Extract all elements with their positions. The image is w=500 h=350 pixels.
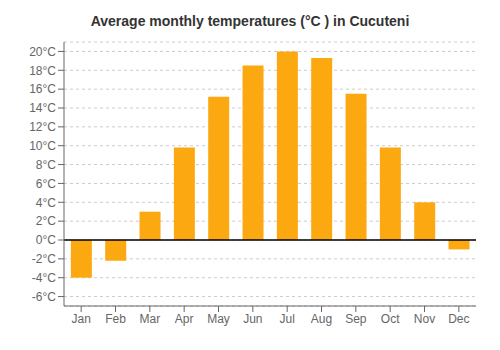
svg-text:Oct: Oct [381, 312, 400, 326]
svg-text:10°C: 10°C [29, 139, 56, 153]
svg-text:8°C: 8°C [36, 158, 56, 172]
svg-text:Jun: Jun [243, 312, 262, 326]
svg-text:Aug: Aug [311, 312, 332, 326]
svg-text:14°C: 14°C [29, 101, 56, 115]
svg-text:Nov: Nov [414, 312, 435, 326]
svg-text:Sep: Sep [345, 312, 367, 326]
svg-text:-2°C: -2°C [32, 252, 56, 266]
svg-text:6°C: 6°C [36, 177, 56, 191]
html-text:Average monthly temperatures (: Average monthly temperatures (°C ) in Cu… [90, 13, 410, 29]
svg-text:-6°C: -6°C [32, 290, 56, 304]
svg-text:Jan: Jan [71, 312, 90, 326]
svg-text:Mar: Mar [139, 312, 160, 326]
svg-text:2°C: 2°C [36, 214, 56, 228]
svg-text:16°C: 16°C [29, 82, 56, 96]
svg-text:0°C: 0°C [36, 233, 56, 247]
svg-text:-4°C: -4°C [32, 271, 56, 285]
svg-text:20°C: 20°C [29, 45, 56, 59]
svg-text:May: May [207, 312, 230, 326]
svg-text:Feb: Feb [105, 312, 126, 326]
svg-text:12°C: 12°C [29, 120, 56, 134]
svg-text:4°C: 4°C [36, 196, 56, 210]
svg-text:18°C: 18°C [29, 64, 56, 78]
svg-text:Jul: Jul [279, 312, 294, 326]
svg-text:Apr: Apr [175, 312, 194, 326]
svg-text:Dec: Dec [448, 312, 469, 326]
